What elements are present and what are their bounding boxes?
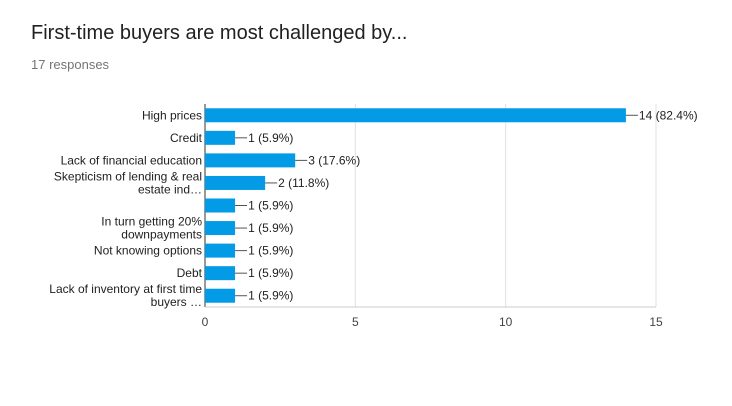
data-label: 1 (5.9%) bbox=[248, 221, 293, 235]
category-label: High prices bbox=[142, 108, 202, 122]
data-label: 14 (82.4%) bbox=[639, 108, 698, 122]
data-label: 1 (5.9%) bbox=[248, 289, 293, 303]
x-tick-label: 15 bbox=[649, 315, 663, 329]
data-label: 3 (17.6%) bbox=[308, 153, 360, 167]
bar bbox=[205, 266, 236, 281]
x-tick-label: 10 bbox=[499, 315, 513, 329]
chart-title: First-time buyers are most challenged by… bbox=[31, 22, 408, 44]
category-label: Skepticism of lending & real bbox=[54, 169, 202, 183]
category-label: Credit bbox=[170, 131, 203, 145]
bar bbox=[205, 108, 626, 123]
category-label: Debt bbox=[177, 266, 203, 280]
bar bbox=[205, 130, 236, 145]
category-label: estate ind… bbox=[138, 182, 202, 196]
bar bbox=[205, 153, 296, 168]
bar bbox=[205, 198, 236, 213]
category-label: Lack of inventory at first time bbox=[49, 282, 202, 296]
bar bbox=[205, 243, 236, 258]
data-label: 1 (5.9%) bbox=[248, 266, 293, 280]
category-label: In turn getting 20% bbox=[101, 215, 202, 229]
x-tick-label: 0 bbox=[202, 315, 209, 329]
data-label: 1 (5.9%) bbox=[248, 199, 293, 213]
bar bbox=[205, 288, 236, 303]
bar bbox=[205, 221, 236, 236]
response-count: 17 responses bbox=[31, 57, 110, 72]
data-label: 2 (11.8%) bbox=[278, 176, 329, 190]
data-label: 1 (5.9%) bbox=[248, 244, 293, 258]
x-tick-label: 5 bbox=[352, 315, 359, 329]
category-label: Not knowing options bbox=[94, 244, 202, 258]
bar bbox=[205, 175, 266, 190]
category-label: downpayments bbox=[121, 228, 202, 242]
category-label: Lack of financial education bbox=[61, 153, 202, 167]
category-label: buyers … bbox=[151, 295, 202, 309]
data-label: 1 (5.9%) bbox=[248, 131, 293, 145]
